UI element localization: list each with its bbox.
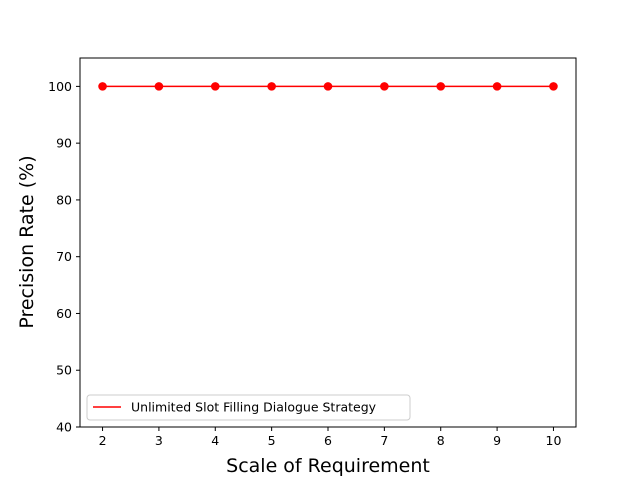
x-tick-label: 6 (324, 433, 332, 448)
y-tick-label: 70 (56, 249, 72, 264)
legend: Unlimited Slot Filling Dialogue Strategy (86, 394, 411, 421)
y-tick-label: 40 (56, 420, 72, 435)
data-point (154, 82, 164, 91)
x-tick-label: 10 (546, 433, 562, 448)
data-point (436, 82, 446, 91)
x-tick-label: 9 (493, 433, 501, 448)
y-tick-label: 60 (56, 306, 72, 321)
y-tick-label: 90 (56, 136, 72, 151)
y-tick-label: 100 (48, 79, 72, 94)
x-tick-label: 5 (268, 433, 276, 448)
y-tick-label: 50 (56, 363, 72, 378)
x-axis-label: Scale of Requirement (226, 455, 430, 477)
data-point (323, 82, 333, 91)
data-point (210, 82, 220, 91)
series-layer (98, 82, 558, 91)
legend-box (86, 394, 411, 421)
data-point (267, 82, 276, 91)
tick-layer: 2 3 4 5 6 7 8 9 10 40 50 60 70 80 90 100 (48, 79, 561, 448)
data-point (98, 82, 107, 91)
x-tick-label: 3 (155, 433, 163, 448)
data-point (549, 82, 558, 91)
x-tick-label: 4 (211, 433, 219, 448)
legend-label: Unlimited Slot Filling Dialogue Strategy (131, 400, 377, 415)
data-point (492, 82, 502, 91)
x-tick-label: 7 (380, 433, 388, 448)
plot-area-frame (79, 57, 577, 428)
data-point (380, 82, 389, 91)
x-tick-label: 8 (437, 433, 445, 448)
y-axis-label: Precision Rate (%) (16, 155, 38, 328)
y-tick-label: 80 (56, 192, 72, 207)
x-tick-label: 2 (99, 433, 107, 448)
